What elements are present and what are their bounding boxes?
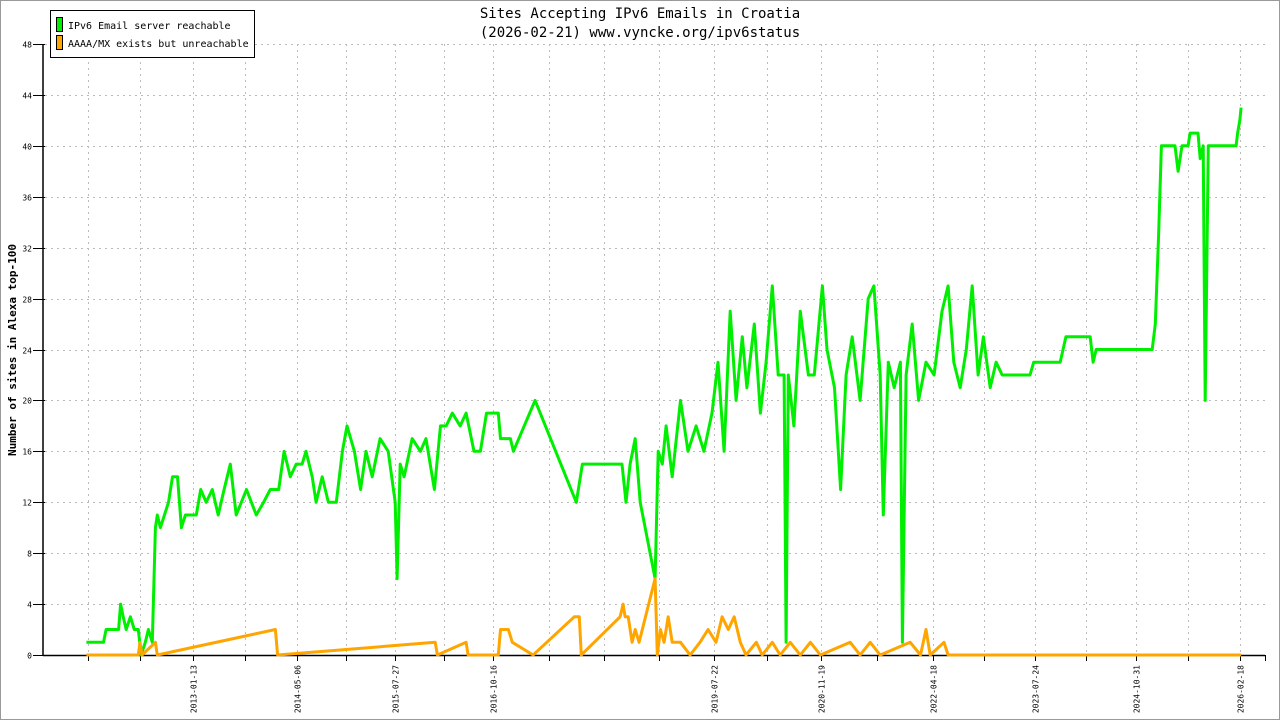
x-tick-label: 2016-10-16 (490, 665, 499, 713)
y-tick-label: 24 (22, 347, 32, 356)
y-tick-label: 32 (22, 245, 32, 254)
y-axis-label: Number of sites in Alexa top-100 (6, 244, 19, 456)
x-tick-label: 2023-07-24 (1032, 665, 1041, 713)
y-tick-label: 12 (22, 499, 32, 508)
x-tick-label: 2015-07-27 (392, 665, 401, 713)
legend-swatch-reachable (56, 17, 63, 32)
series-line-reachable (86, 107, 1243, 657)
x-tick-label: 2020-11-19 (818, 665, 827, 713)
y-tick-label: 28 (22, 296, 32, 305)
x-tick-label: 2022-04-18 (930, 665, 939, 713)
x-tick-label: 2019-07-22 (711, 665, 720, 713)
series-line-unreachable (86, 577, 1242, 657)
y-tick-label: 20 (22, 397, 32, 406)
legend-swatch-unreachable (56, 35, 63, 50)
x-tick-label: 2026-02-18 (1237, 665, 1246, 713)
legend-label-unreachable: AAAA/MX exists but unreachable (68, 39, 249, 50)
chart-title: Sites Accepting IPv6 Emails in Croatia (480, 6, 800, 22)
x-tick-label: 2024-10-31 (1133, 665, 1142, 713)
y-tick-label: 8 (27, 550, 32, 559)
series-layer (86, 107, 1243, 657)
y-tick-label: 40 (22, 143, 32, 152)
legend-box (50, 10, 255, 58)
chart-subtitle: (2026-02-21) www.vyncke.org/ipv6status (480, 25, 800, 41)
x-tick-label: 2014-05-06 (294, 665, 303, 713)
y-tick-label: 36 (22, 194, 32, 203)
legend: IPv6 Email server reachable AAAA/MX exis… (50, 10, 255, 58)
y-tick-label: 48 (22, 41, 32, 50)
y-tick-label: 4 (27, 601, 32, 610)
y-tick-label: 0 (27, 652, 32, 661)
x-tick-label: 2013-01-13 (190, 665, 199, 713)
y-tick-label: 16 (22, 448, 32, 457)
legend-label-reachable: IPv6 Email server reachable (68, 21, 231, 32)
y-tick-label: 44 (22, 92, 32, 101)
